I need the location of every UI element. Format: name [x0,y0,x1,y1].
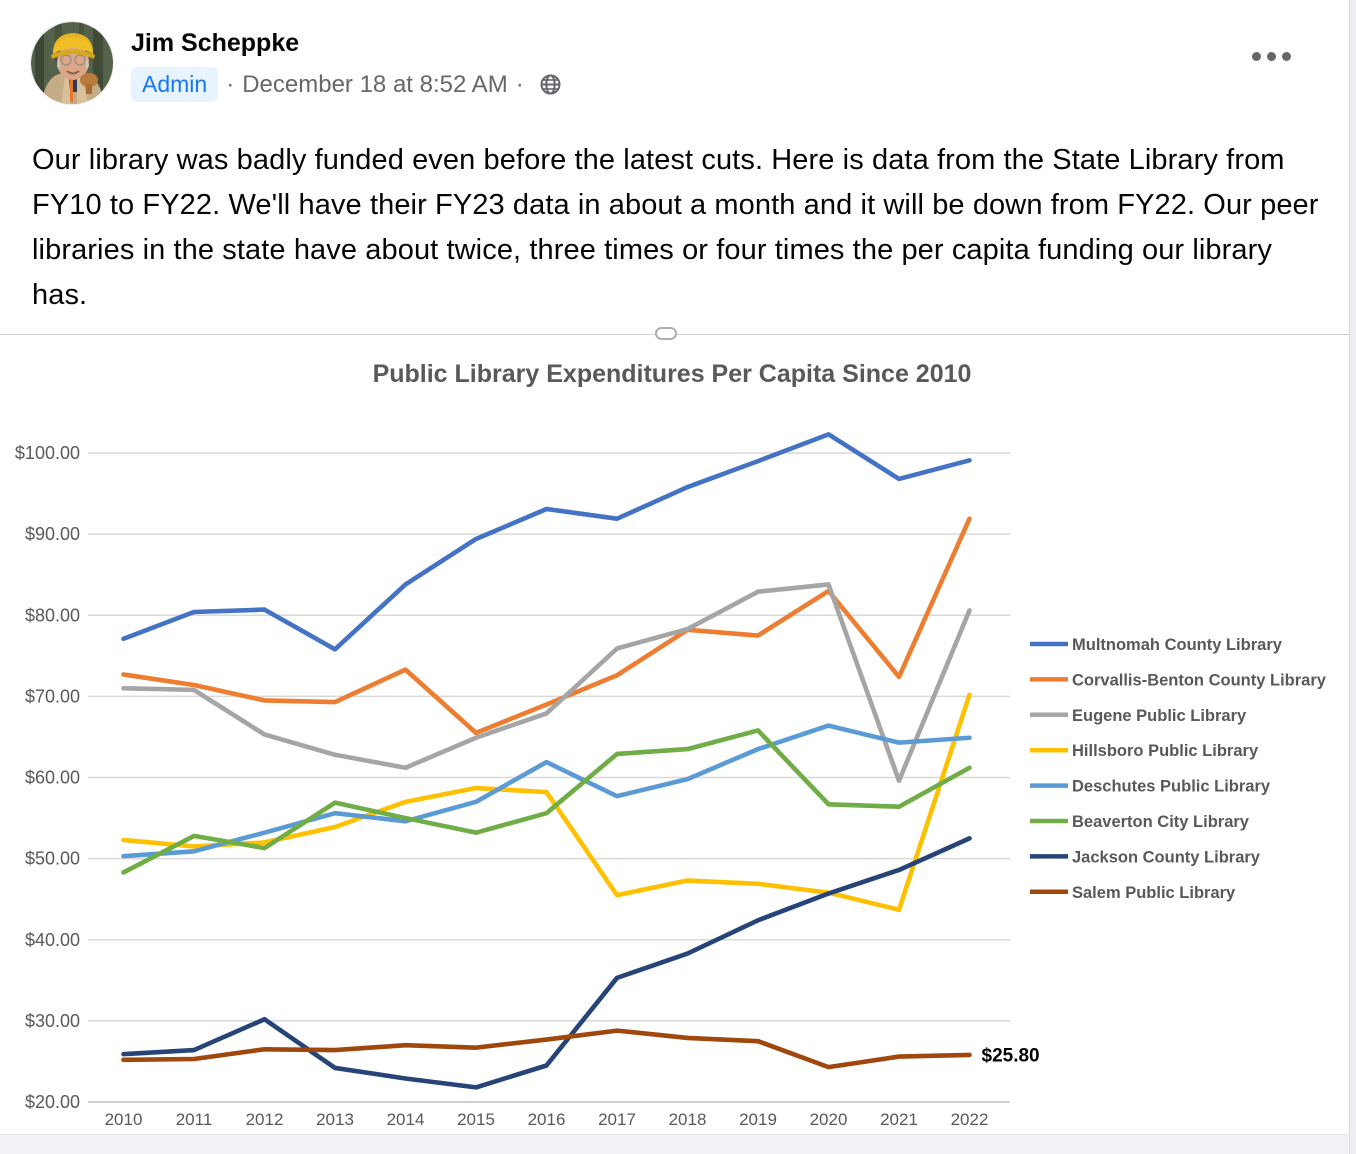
page-background-strip [0,1134,1349,1154]
x-tick-label: 2017 [598,1110,636,1129]
x-tick-label: 2012 [246,1110,284,1129]
x-tick-label: 2016 [528,1110,566,1129]
x-tick-label: 2018 [669,1110,707,1129]
line-chart: $100.00 $90.00 $80.00 $70.00 $60.00 $50.00 $40… [15,360,1327,1129]
x-tick-label: 2011 [176,1110,213,1129]
series-line-eugene-public-library [121,582,972,784]
y-tick-label: $70.00 [25,686,80,706]
series-line-deschutes-public-library [121,723,972,859]
ellipsis-dot [1252,52,1261,61]
chart-title: Public Library Expenditures Per Capita S… [373,360,972,388]
y-tick-label: $80.00 [25,605,80,625]
post-menu-button[interactable] [1252,52,1291,61]
legend-label: Multnomah County Library [1072,636,1283,654]
y-tick-label: $60.00 [25,768,80,788]
y-tick-label: $40.00 [25,930,80,950]
legend-label: Eugene Public Library [1072,707,1247,725]
avatar-photo [31,22,113,104]
legend-label: Corvallis-Benton County Library [1072,671,1327,689]
post-header: Jim Scheppke Admin · December 18 at 8:52… [30,21,561,105]
y-tick-label: $50.00 [25,849,80,869]
legend-label: Jackson County Library [1072,848,1261,866]
x-tick-label: 2021 [880,1110,918,1129]
y-tick-label: $30.00 [25,1011,80,1031]
y-tick-label: $90.00 [25,524,80,544]
series-line-multnomah-county-library [121,432,972,652]
meta-separator: · [515,70,524,98]
x-tick-label: 2020 [810,1110,848,1129]
meta-separator: · [226,70,235,98]
x-tick-label: 2015 [457,1110,495,1129]
y-tick-label: $100.00 [15,443,80,463]
y-tick-label: $20.00 [25,1092,80,1112]
avatar[interactable] [30,21,114,105]
admin-badge: Admin [131,67,219,102]
ellipsis-dot [1282,52,1291,61]
x-tick-label: 2019 [739,1110,777,1129]
data-label-salem-2022: $25.80 [982,1045,1040,1066]
series-line-jackson-county-library [121,836,972,1090]
x-tick-label: 2010 [105,1110,143,1129]
x-tick-label: 2014 [387,1110,425,1129]
image-top-handle [655,327,677,340]
x-tick-label: 2022 [951,1110,989,1129]
post-timestamp[interactable]: December 18 at 8:52 AM [242,70,508,98]
x-tick-label: 2013 [316,1110,354,1129]
ellipsis-dot [1267,52,1276,61]
legend-label: Deschutes Public Library [1072,778,1271,796]
post-body-text: Our library was badly funded even before… [32,144,1319,311]
author-name[interactable]: Jim Scheppke [131,29,300,57]
post-image-chart[interactable]: $100.00 $90.00 $80.00 $70.00 $60.00 $50.00 $40… [0,327,1349,1134]
series-line-salem-public-library [121,1028,972,1070]
legend-label: Beaverton City Library [1072,813,1250,831]
series-line-beaverton-city-library [121,728,972,875]
post-meta-row: Admin · December 18 at 8:52 AM · [131,67,561,102]
privacy-public-globe-icon [540,74,561,95]
legend-label: Hillsboro Public Library [1072,742,1259,760]
legend-label: Salem Public Library [1072,884,1236,902]
post-header-text: Jim Scheppke Admin · December 18 at 8:52… [131,21,561,105]
